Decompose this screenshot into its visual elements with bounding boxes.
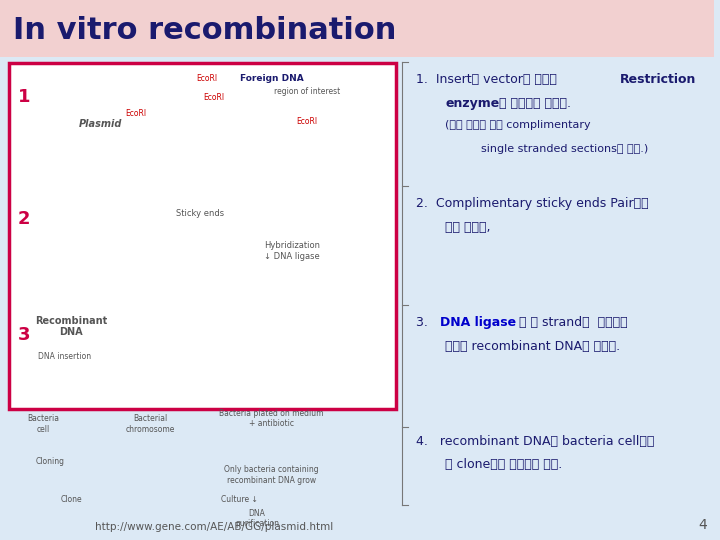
Text: 4: 4 [698, 518, 707, 532]
FancyBboxPatch shape [0, 57, 714, 540]
Text: Clone: Clone [60, 495, 82, 504]
Text: DNA
purification: DNA purification [235, 509, 279, 528]
Text: 1.  Insert와 vector를 동일한: 1. Insert와 vector를 동일한 [416, 73, 562, 86]
Text: enzyme: enzyme [445, 97, 499, 110]
Text: Foreign DNA: Foreign DNA [240, 74, 303, 83]
Text: ↓ DNA ligase: ↓ DNA ligase [264, 252, 320, 261]
Text: 서로 만나면,: 서로 만나면, [445, 221, 490, 234]
Text: 가 두 strand를  결합시쳵: 가 두 strand를 결합시쳵 [518, 316, 627, 329]
Text: Restriction: Restriction [620, 73, 696, 86]
Text: EcoRI: EcoRI [197, 74, 217, 83]
Text: DNA ligase: DNA ligase [440, 316, 516, 329]
Text: region of interest: region of interest [274, 87, 341, 96]
Text: 1: 1 [18, 88, 30, 106]
Text: 2.  Complimentary sticky ends Pair끼리: 2. Complimentary sticky ends Pair끼리 [416, 197, 649, 210]
Text: 하나의 recombinant DNA를 만든다.: 하나의 recombinant DNA를 만든다. [445, 340, 620, 353]
Text: 3: 3 [18, 326, 30, 344]
Text: 을 이용하여 자른다.: 을 이용하여 자른다. [499, 97, 571, 110]
Text: Bacteria
cell: Bacteria cell [27, 414, 59, 434]
Text: 4.   recombinant DNA는 bacteria cell에서: 4. recombinant DNA는 bacteria cell에서 [416, 435, 654, 448]
Text: Cloning: Cloning [35, 457, 65, 466]
Text: Hybridization: Hybridization [264, 241, 320, 250]
Text: In vitro recombination: In vitro recombination [13, 16, 396, 45]
Text: Culture ↓: Culture ↓ [222, 495, 258, 504]
Text: 3.: 3. [416, 316, 436, 329]
FancyBboxPatch shape [0, 0, 714, 57]
Text: (잘린 부분은 서로 complimentary: (잘린 부분은 서로 complimentary [445, 120, 590, 131]
Text: EcoRI: EcoRI [204, 93, 225, 102]
Text: http://www.gene.com/AE/AB/GG/plasmid.html: http://www.gene.com/AE/AB/GG/plasmid.htm… [95, 522, 333, 532]
Text: Plasmid: Plasmid [78, 119, 122, 129]
Text: 2: 2 [18, 210, 30, 228]
Text: EcoRI: EcoRI [125, 109, 146, 118]
Text: single stranded sections를 가짘.): single stranded sections를 가짘.) [481, 144, 648, 154]
FancyBboxPatch shape [9, 63, 397, 409]
Text: Bacterial
chromosome: Bacterial chromosome [125, 414, 175, 434]
Text: Sticky ends: Sticky ends [176, 209, 224, 218]
Text: 그 clone들을 복제하게 된다.: 그 clone들을 복제하게 된다. [445, 458, 562, 471]
Text: DNA: DNA [60, 327, 84, 337]
Text: EcoRI: EcoRI [297, 117, 318, 126]
Text: Bacteria plated on medium
+ antibiotic: Bacteria plated on medium + antibiotic [219, 409, 324, 428]
Text: Only bacteria containing
recombinant DNA grow: Only bacteria containing recombinant DNA… [224, 465, 319, 485]
Text: Recombinant: Recombinant [35, 316, 107, 326]
Text: DNA insertion: DNA insertion [37, 352, 91, 361]
